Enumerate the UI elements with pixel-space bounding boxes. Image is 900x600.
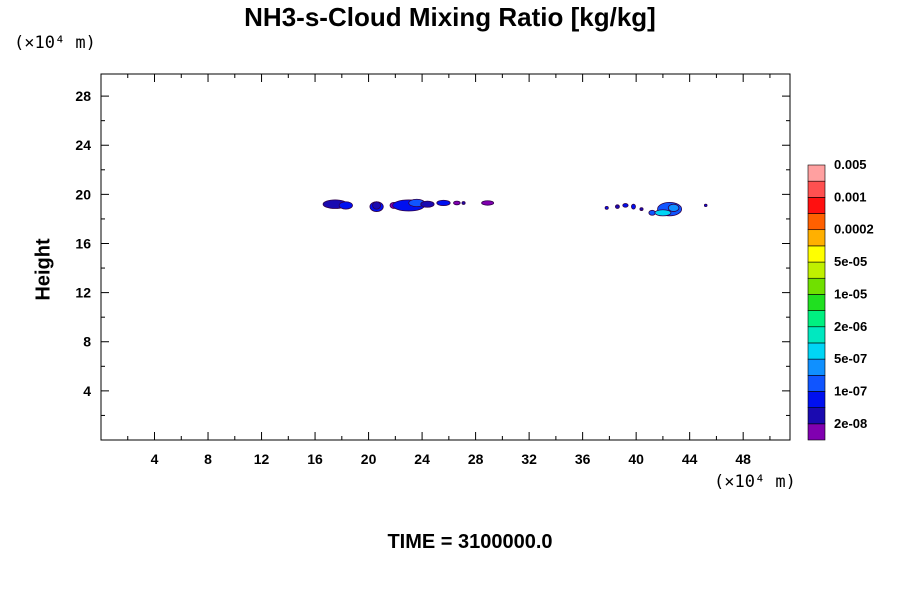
- colorbar-swatch-2: [807, 391, 826, 408]
- y-tick-label-16: 16: [75, 235, 91, 251]
- colorbar-swatch-5: [807, 342, 826, 360]
- colorbar-swatch-3: [807, 374, 826, 392]
- colorbar-swatch-16: [807, 164, 826, 182]
- colorbar-label-7: 0.001: [834, 189, 867, 204]
- cloud-feature-11: [481, 200, 495, 206]
- chart-title: NH3-s-Cloud Mixing Ratio [kg/kg]: [244, 2, 656, 32]
- x-tick-label-36: 36: [575, 451, 591, 467]
- cloud-feature-21: [703, 203, 708, 208]
- colorbar-label-2: 5e-07: [834, 351, 867, 366]
- y-tick-label-28: 28: [75, 88, 91, 104]
- colorbar-swatch-15: [807, 180, 826, 198]
- x-tick-label-20: 20: [361, 451, 377, 467]
- cloud-feature-14: [622, 203, 629, 208]
- colorbar-swatch-0: [807, 423, 826, 441]
- y-axis-unit: (×10⁴ m): [14, 33, 96, 53]
- y-tick-label-20: 20: [75, 186, 91, 202]
- time-label: TIME = 3100000.0: [387, 531, 553, 553]
- x-tick-label-32: 32: [521, 451, 537, 467]
- x-tick-label-28: 28: [468, 451, 484, 467]
- colorbar-swatch-8: [807, 294, 826, 311]
- cloud-feature-16: [639, 207, 644, 211]
- cloud-feature-10: [461, 201, 466, 205]
- cloud-feature-9: [453, 200, 461, 206]
- colorbar-swatch-1: [807, 407, 826, 425]
- x-axis-unit: (×10⁴ m): [714, 472, 796, 492]
- cloud-feature-12: [604, 205, 609, 210]
- cloud-feature-3: [372, 201, 382, 210]
- x-tick-label-12: 12: [254, 451, 270, 467]
- colorbar-label-1: 1e-07: [834, 383, 867, 398]
- x-tick-label-24: 24: [414, 451, 430, 467]
- colorbar-swatch-14: [807, 197, 826, 214]
- colorbar-label-8: 0.005: [834, 157, 867, 172]
- colorbar: 2e-08 1e-07 5e-07 2e-06 1e-05 5e-05 0.0002 0.00…: [807, 157, 874, 441]
- cloud-feature-7: [420, 200, 435, 208]
- colorbar-swatch-4: [807, 358, 826, 376]
- x-tick-label-8: 8: [204, 451, 212, 467]
- cloud-feature-1: [338, 201, 353, 210]
- cloud-feature-15: [631, 203, 636, 210]
- colorbar-label-3: 2e-06: [834, 319, 867, 334]
- colorbar-label-5: 5e-05: [834, 254, 867, 269]
- colorbar-label-6: 0.0002: [834, 222, 874, 237]
- colorbar-label-0: 2e-08: [834, 416, 867, 431]
- colorbar-swatch-7: [807, 310, 826, 328]
- colorbar-swatch-6: [807, 326, 826, 344]
- y-tick-label-12: 12: [75, 285, 91, 301]
- x-tick-label-48: 48: [735, 451, 751, 467]
- y-tick-label-4: 4: [83, 383, 91, 399]
- y-tick-label-24: 24: [75, 137, 91, 153]
- cloud-feature-8: [436, 199, 451, 207]
- colorbar-swatch-10: [807, 261, 826, 279]
- colorbar-swatch-13: [807, 213, 826, 231]
- plot-area: [322, 198, 708, 217]
- cloud-feature-20: [667, 203, 680, 212]
- cloud-feature-13: [615, 204, 620, 209]
- colorbar-swatch-12: [807, 229, 826, 247]
- x-tick-label-40: 40: [628, 451, 644, 467]
- cloud-feature-19: [654, 209, 672, 217]
- y-tick-label-8: 8: [83, 334, 91, 350]
- x-tick-label-44: 44: [682, 451, 698, 467]
- plot-frame: [100, 73, 791, 441]
- colorbar-swatch-9: [807, 277, 826, 295]
- colorbar-label-4: 1e-05: [834, 286, 867, 301]
- x-tick-label-4: 4: [151, 451, 159, 467]
- colorbar-swatch-11: [807, 245, 826, 263]
- x-tick-label-16: 16: [307, 451, 323, 467]
